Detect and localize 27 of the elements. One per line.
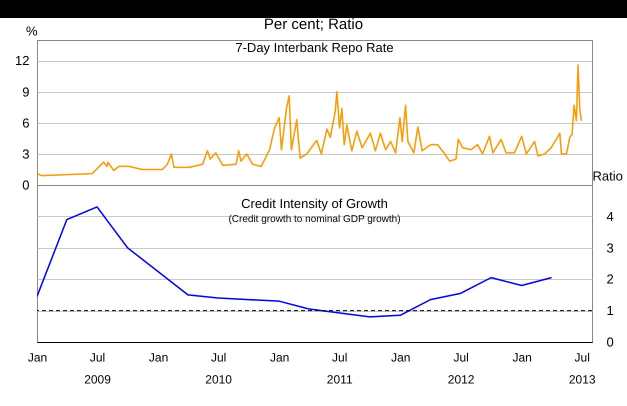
x-tick-label: Jul 2012 <box>448 350 475 386</box>
x-tick-label: Jul 2010 <box>205 350 232 386</box>
y2-tick-label: 0 <box>606 334 614 350</box>
y2-tick-label: 1 <box>606 303 614 318</box>
x-tick-label: Jan <box>28 350 48 364</box>
y-tick-label: 12 <box>15 53 30 68</box>
y-tick-label: 3 <box>22 146 30 162</box>
y2-tick-label: 4 <box>606 208 614 224</box>
y-tick-label: 6 <box>22 115 30 130</box>
line-series <box>37 64 582 176</box>
text: Per cent; Ratio <box>264 16 364 33</box>
y-axis-title: % <box>26 24 38 38</box>
x-tick-label: Jan <box>148 350 168 364</box>
x-tick-label: Jan <box>391 350 410 364</box>
x-tick-label: Jan <box>512 350 532 364</box>
x-tick-label: Jul 2013 <box>568 350 596 386</box>
text: (Credit growth to nominal GDP growth) <box>228 214 401 225</box>
y2-tick-label: 2 <box>606 272 614 287</box>
x-tick-label: Jan <box>270 350 290 364</box>
y-tick-label: 9 <box>22 84 30 100</box>
y-tick-label: 0 <box>22 178 30 192</box>
y2-axis-title: Ratio <box>592 168 623 184</box>
y2-tick-label: 3 <box>606 240 614 256</box>
x-tick-label: Jul 2011 <box>326 350 353 386</box>
chart-title: 7-Day Interbank Repo Rate <box>235 40 394 55</box>
x-tick-label: Jul 2009 <box>84 350 112 386</box>
text: Credit Intensity of Growth <box>241 196 388 211</box>
